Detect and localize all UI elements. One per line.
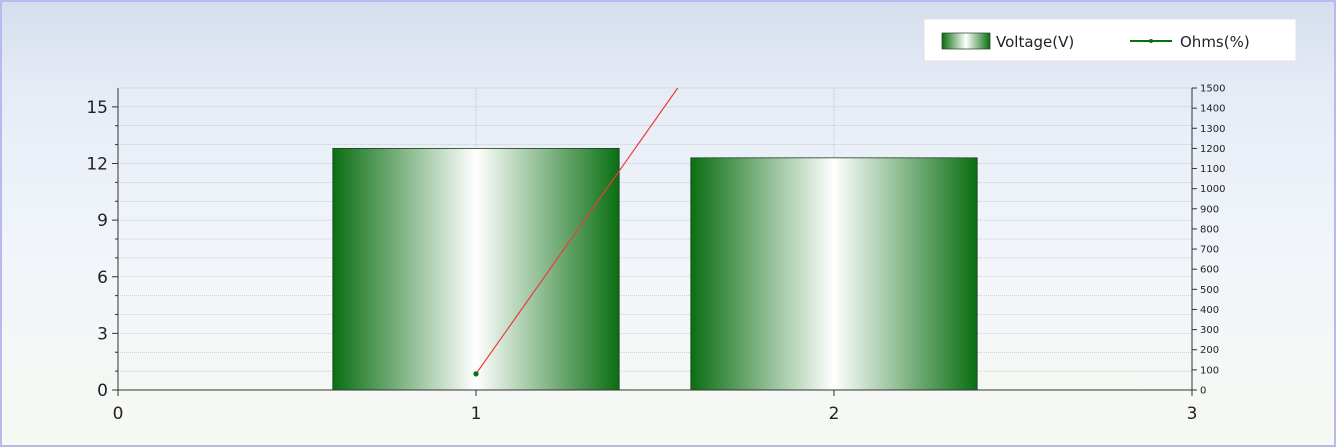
- y2-tick-label: 0: [1200, 386, 1206, 397]
- y2-tick-label: 400: [1200, 305, 1219, 316]
- legend-marker-ohms: [1149, 39, 1153, 43]
- series-line-ohms: [475, 88, 679, 375]
- data-point-1: [473, 371, 479, 377]
- grid: [118, 87, 1192, 390]
- y-tick-label: 12: [86, 155, 108, 175]
- line-series: [473, 88, 679, 377]
- y-tick-label: 9: [97, 211, 108, 231]
- y2-tick-label: 100: [1200, 365, 1219, 376]
- x-tick-label: 1: [471, 404, 482, 424]
- y2-tick-label: 300: [1200, 325, 1219, 336]
- x-tick-label: 3: [1187, 404, 1198, 424]
- y-tick-label: 6: [97, 268, 108, 288]
- y-tick-label: 3: [97, 324, 108, 344]
- x-tick-label: 0: [113, 404, 124, 424]
- y-tick-label: 15: [86, 98, 108, 118]
- y2-tick-label: 1400: [1200, 104, 1225, 115]
- y2-tick-label: 1000: [1200, 184, 1225, 195]
- legend-label-voltage: Voltage(V): [996, 33, 1074, 51]
- y2-tick-label: 700: [1200, 245, 1219, 256]
- legend-swatch-voltage: [941, 32, 991, 50]
- legend: Voltage(V) Ohms(%): [923, 18, 1297, 62]
- y2-tick-label: 900: [1200, 204, 1219, 215]
- y2-tick-label: 1500: [1200, 84, 1225, 95]
- bar-2: [690, 157, 978, 391]
- y2-tick-label: 1300: [1200, 124, 1225, 135]
- y2-tick-label: 500: [1200, 285, 1219, 296]
- y2-tick-label: 600: [1200, 265, 1219, 276]
- y-tick-label: 0: [97, 381, 108, 401]
- y2-tick-label: 800: [1200, 224, 1219, 235]
- bar-1: [332, 147, 620, 391]
- y2-tick-label: 1200: [1200, 144, 1225, 155]
- bars: [332, 147, 978, 391]
- y2-tick-label: 1100: [1200, 164, 1225, 175]
- legend-label-ohms: Ohms(%): [1180, 33, 1250, 51]
- x-tick-label: 2: [829, 404, 840, 424]
- y2-tick-label: 200: [1200, 345, 1219, 356]
